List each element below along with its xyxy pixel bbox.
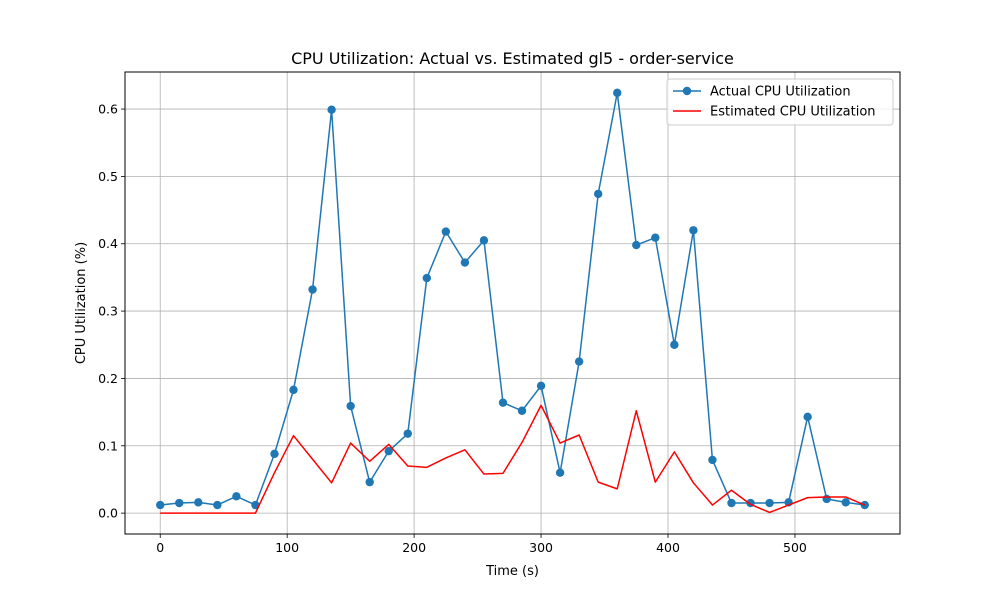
data-point-actual — [365, 477, 374, 487]
data-point-actual — [593, 189, 603, 199]
data-point-actual — [346, 401, 355, 411]
legend-label-estimated: Estimated CPU Utilization — [710, 105, 876, 120]
data-point-actual — [289, 385, 298, 395]
data-point-actual — [156, 500, 165, 510]
data-point-actual — [555, 468, 565, 477]
series-line-estimated — [160, 404, 866, 514]
legend-marker-actual — [682, 86, 692, 96]
grid — [125, 72, 900, 534]
data-point-actual — [822, 494, 831, 504]
legend-label-actual: Actual CPU Utilization — [710, 85, 851, 100]
data-point-actual — [479, 236, 489, 245]
y-tick-label: 0.4 — [98, 236, 118, 251]
data-point-actual — [327, 105, 336, 114]
data-point-actual — [194, 498, 203, 507]
data-point-actual — [517, 406, 527, 415]
data-point-actual — [308, 285, 317, 294]
data-point-actual — [651, 233, 660, 242]
legend: Actual CPU Utilization Estimated CPU Uti… — [666, 78, 894, 126]
y-tick-label: 0.5 — [98, 169, 118, 184]
data-point-actual — [232, 492, 241, 501]
x-axis-label: Time (s) — [485, 564, 539, 579]
ticks: 0 100 200 300 400 500 0.0 0.1 0.2 0.3 0.4 0.5 0.6 — [98, 102, 807, 555]
data-point-actual — [860, 500, 869, 510]
y-tick-label: 0.6 — [98, 102, 118, 117]
chart-title: CPU Utilization: Actual vs. Estimated gl… — [291, 49, 734, 68]
series-layer — [156, 88, 869, 514]
data-point-actual — [689, 226, 698, 235]
data-point-actual — [270, 449, 279, 459]
x-tick-label: 400 — [656, 540, 680, 555]
y-tick-label: 0.0 — [98, 506, 118, 521]
data-point-actual — [384, 446, 393, 456]
y-tick-label: 0.3 — [98, 304, 118, 319]
data-point-actual — [441, 227, 451, 236]
x-tick-label: 0 — [156, 540, 164, 555]
y-axis-label: CPU Utilization (%) — [74, 242, 89, 364]
legend-box — [666, 78, 894, 126]
data-point-actual — [460, 258, 470, 267]
x-tick-label: 500 — [783, 540, 807, 555]
data-point-actual — [670, 340, 679, 349]
data-point-actual — [632, 240, 641, 250]
data-point-actual — [803, 412, 812, 422]
x-tick-label: 100 — [275, 540, 299, 555]
plot-frame — [124, 71, 901, 535]
data-point-actual — [765, 498, 774, 508]
data-point-actual — [727, 498, 736, 508]
data-point-actual — [422, 273, 432, 283]
data-point-actual — [574, 357, 584, 366]
data-point-actual — [536, 381, 546, 391]
y-tick-label: 0.2 — [98, 371, 118, 386]
data-point-actual — [613, 88, 622, 98]
data-point-actual — [498, 398, 508, 407]
data-point-actual — [841, 498, 850, 507]
data-point-actual — [708, 455, 717, 465]
data-point-actual — [213, 500, 222, 510]
x-tick-label: 200 — [402, 540, 426, 555]
data-point-actual — [403, 429, 412, 438]
x-tick-label: 300 — [529, 540, 553, 555]
data-point-actual — [175, 498, 184, 508]
y-tick-label: 0.1 — [98, 438, 118, 453]
